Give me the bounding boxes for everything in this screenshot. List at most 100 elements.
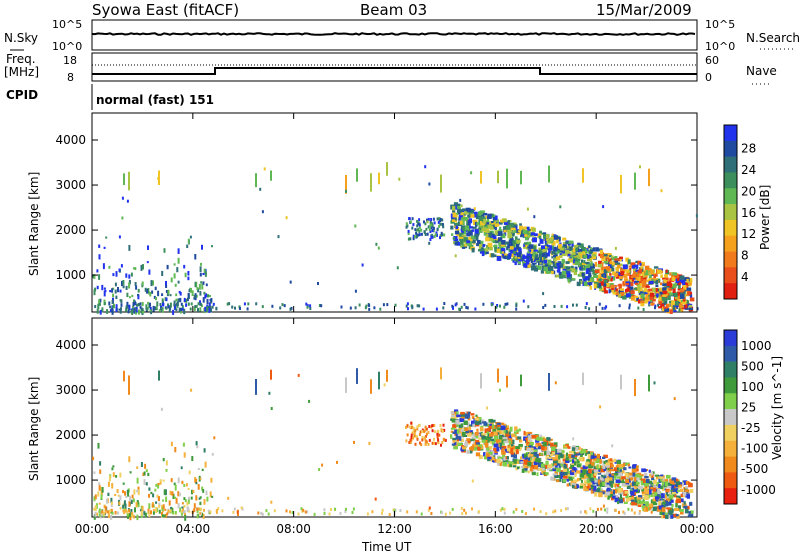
radar-cell bbox=[481, 435, 486, 440]
radar-cell bbox=[598, 476, 602, 481]
radar-cell bbox=[674, 300, 679, 306]
radar-cell bbox=[464, 442, 469, 447]
radar-cell bbox=[577, 242, 581, 246]
radar-cell bbox=[508, 462, 513, 468]
radar-cell bbox=[306, 305, 309, 309]
radar-cell bbox=[428, 182, 431, 186]
radar-cell bbox=[510, 249, 514, 254]
radar-cell bbox=[439, 222, 442, 226]
radar-cell bbox=[548, 439, 551, 444]
radar-cell bbox=[494, 223, 499, 227]
radar-cell bbox=[237, 513, 239, 516]
radar-cell bbox=[175, 298, 178, 302]
y-tick-label: 2000 bbox=[55, 223, 86, 237]
radar-cell bbox=[437, 220, 440, 224]
radar-cell bbox=[109, 509, 112, 513]
radar-cell bbox=[574, 461, 577, 466]
radar-cell bbox=[215, 510, 218, 514]
radar-cell bbox=[581, 448, 586, 454]
radar-cell bbox=[497, 427, 501, 431]
radar-cell bbox=[246, 307, 249, 311]
radar-cell bbox=[486, 446, 491, 451]
radar-cell bbox=[190, 496, 193, 500]
radar-cell bbox=[211, 305, 214, 309]
radar-cell bbox=[205, 293, 208, 298]
radar-cell bbox=[182, 508, 184, 512]
radar-cell bbox=[545, 271, 551, 274]
radar-cell bbox=[507, 445, 513, 449]
radar-cell bbox=[556, 463, 561, 466]
radar-cell bbox=[676, 498, 682, 504]
radar-cell bbox=[487, 213, 492, 218]
radar-cell bbox=[545, 446, 549, 451]
radar-cell bbox=[149, 302, 151, 307]
radar-cell bbox=[688, 282, 692, 286]
radar-cell bbox=[211, 453, 214, 456]
radar-cell bbox=[201, 244, 203, 250]
radar-cell bbox=[526, 241, 532, 247]
radar-cell bbox=[231, 305, 234, 309]
radar-cell bbox=[453, 214, 458, 218]
radar-cell bbox=[571, 268, 576, 273]
radar-cell bbox=[259, 187, 262, 191]
radar-cell bbox=[169, 302, 172, 308]
radar-cell bbox=[683, 293, 686, 298]
radar-cell bbox=[140, 462, 143, 467]
radar-cell bbox=[629, 497, 635, 501]
radar-cell bbox=[629, 286, 634, 289]
radar-cell bbox=[510, 452, 515, 455]
radar-cell bbox=[517, 466, 520, 470]
radar-cell bbox=[419, 441, 421, 445]
radar-cell bbox=[515, 446, 520, 449]
radar-cell bbox=[675, 502, 678, 508]
radar-cell bbox=[162, 479, 165, 482]
radar-cell bbox=[583, 281, 588, 287]
radar-cell bbox=[622, 462, 626, 467]
radar-cell bbox=[517, 230, 521, 233]
radar-cell bbox=[635, 483, 639, 487]
radar-cell bbox=[417, 222, 420, 226]
radar-cell bbox=[472, 221, 476, 225]
radar-cell bbox=[127, 491, 130, 497]
radar-cell bbox=[598, 274, 601, 280]
radar-cell bbox=[685, 300, 690, 304]
radar-cell bbox=[571, 454, 575, 458]
radar-cell bbox=[661, 481, 665, 486]
radar-cell bbox=[642, 279, 647, 284]
freq-tick-top: 18 bbox=[63, 54, 77, 67]
radar-cell bbox=[469, 209, 474, 214]
radar-cell bbox=[604, 290, 608, 294]
radar-cell bbox=[582, 372, 584, 386]
radar-cell bbox=[623, 278, 629, 284]
radar-cell bbox=[554, 464, 558, 468]
radar-cell bbox=[474, 435, 479, 439]
radar-cell bbox=[495, 240, 499, 244]
radar-cell bbox=[133, 299, 135, 304]
radar-cell bbox=[159, 303, 162, 306]
radar-cell bbox=[579, 267, 582, 270]
radar-cell bbox=[664, 514, 669, 519]
radar-cell bbox=[669, 309, 673, 314]
radar-cell bbox=[165, 469, 168, 472]
radar-cell bbox=[574, 245, 580, 251]
radar-cell bbox=[273, 509, 276, 513]
radar-cell bbox=[606, 489, 611, 492]
radar-cell bbox=[576, 281, 581, 287]
radar-cell bbox=[662, 308, 667, 312]
radar-cell bbox=[648, 274, 652, 279]
radar-cell bbox=[161, 512, 163, 516]
colorbar-tick-label: 500 bbox=[741, 359, 764, 373]
radar-cell bbox=[548, 245, 553, 250]
radar-cell bbox=[614, 285, 618, 288]
radar-cell bbox=[659, 511, 663, 516]
radar-cell bbox=[618, 283, 622, 287]
radar-cell bbox=[493, 443, 499, 448]
radar-cell bbox=[112, 287, 115, 290]
radar-cell bbox=[510, 452, 515, 458]
x-tick-label: 20:00 bbox=[579, 522, 614, 536]
radar-cell bbox=[159, 482, 162, 485]
radar-cell bbox=[521, 510, 524, 513]
radar-cell bbox=[436, 435, 439, 439]
radar-cell bbox=[490, 222, 496, 225]
radar-cell bbox=[567, 258, 573, 263]
